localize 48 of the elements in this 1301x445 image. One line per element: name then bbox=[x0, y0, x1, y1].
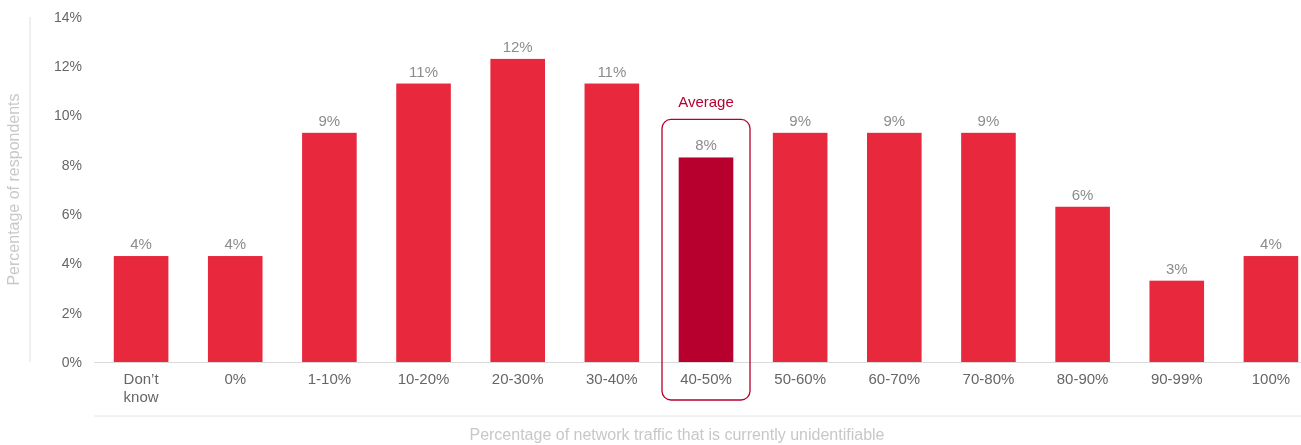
bar bbox=[678, 157, 734, 362]
y-tick-label: 6% bbox=[61, 206, 82, 223]
y-tick-label: 14% bbox=[53, 8, 82, 25]
bar bbox=[113, 256, 169, 362]
data-label: 9% bbox=[977, 111, 1000, 129]
y-tick-label: 0% bbox=[61, 353, 82, 370]
bar bbox=[1243, 256, 1299, 362]
data-label: 8% bbox=[695, 136, 717, 154]
y-tick-label: 4% bbox=[61, 255, 82, 272]
x-tick-label: 60-70% bbox=[868, 370, 921, 387]
bar bbox=[1149, 280, 1205, 362]
annotation: Average bbox=[678, 93, 734, 111]
x-tick-label: 1-10% bbox=[307, 370, 352, 387]
x-tick-label: 70-80% bbox=[962, 370, 1015, 387]
y-tick-label: 10% bbox=[53, 107, 82, 124]
bar bbox=[396, 83, 451, 362]
bar bbox=[490, 58, 545, 362]
x-tick-label: 50-60% bbox=[774, 370, 827, 387]
data-label: 9% bbox=[789, 111, 811, 129]
bar bbox=[961, 132, 1016, 362]
bar bbox=[302, 132, 357, 362]
bar bbox=[867, 132, 922, 362]
x-tick-label: 30-40% bbox=[585, 370, 638, 387]
data-label: 11% bbox=[409, 62, 438, 80]
bar bbox=[1055, 206, 1110, 362]
x-tick-label: Don’t know bbox=[123, 370, 160, 405]
x-tick-label: 20-30% bbox=[491, 370, 544, 387]
bar bbox=[207, 256, 263, 362]
x-tick-label: 0% bbox=[224, 370, 247, 387]
data-label: 3% bbox=[1165, 259, 1188, 277]
data-label: 9% bbox=[318, 111, 341, 129]
x-tick-label: 10-20% bbox=[397, 370, 450, 387]
y-tick-label: 8% bbox=[61, 156, 82, 173]
data-label: 4% bbox=[130, 235, 152, 253]
bar bbox=[772, 132, 828, 362]
x-tick-label: 40-50% bbox=[680, 370, 732, 387]
bar bbox=[584, 83, 640, 362]
data-label: 9% bbox=[883, 111, 906, 129]
data-label: 11% bbox=[597, 62, 627, 80]
x-tick-label: 80-90% bbox=[1056, 370, 1109, 387]
data-label: 6% bbox=[1071, 185, 1094, 203]
data-label: 4% bbox=[224, 235, 247, 253]
data-label: 12% bbox=[502, 37, 533, 55]
x-tick-label: 100% bbox=[1251, 370, 1291, 387]
x-tick-label: 90-99% bbox=[1150, 370, 1203, 387]
y-tick-label: 2% bbox=[61, 304, 82, 321]
data-label: 4% bbox=[1260, 235, 1282, 253]
y-tick-label: 12% bbox=[53, 58, 82, 75]
